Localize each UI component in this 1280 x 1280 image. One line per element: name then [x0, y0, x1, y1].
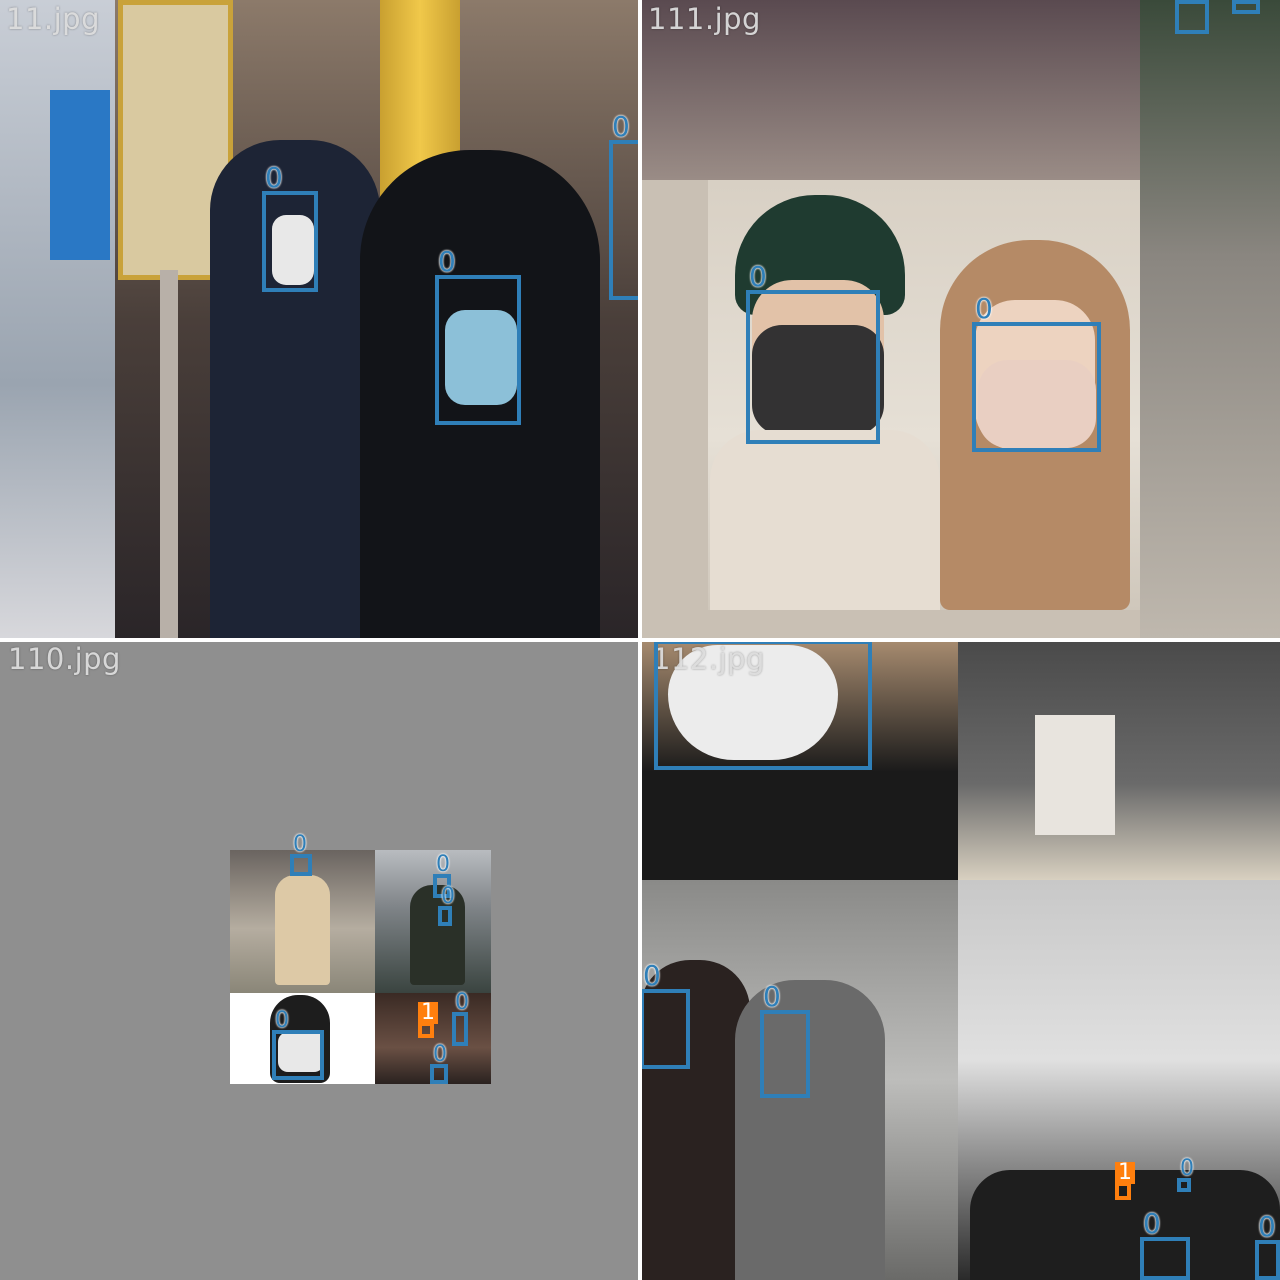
mosaic-tile-112: 112.jpg 0 0 0 1 0 0 0	[640, 640, 1280, 1280]
sign-pole	[160, 270, 178, 640]
quad-top-right	[958, 640, 1280, 880]
right-strip	[1140, 0, 1280, 640]
detection-box: 0	[430, 1044, 448, 1084]
detection-box: 0	[1177, 1158, 1194, 1192]
detection-label: 0	[643, 959, 661, 992]
detection-label: 0	[441, 884, 455, 909]
detection-label: 0	[1258, 1210, 1276, 1243]
tile-filename: 110.jpg	[8, 642, 121, 676]
detection-label: 0	[265, 161, 283, 194]
detection-box: 0	[1255, 1212, 1280, 1280]
woman-right	[735, 980, 885, 1280]
detection-label: 0	[438, 245, 456, 278]
tile-divider-horizontal	[0, 638, 1280, 642]
detection-label: 1	[1115, 1162, 1135, 1184]
detection-box: 0	[272, 1010, 324, 1080]
detection-box: 0	[438, 886, 455, 926]
detection-box: 0	[1232, 0, 1260, 14]
detection-label: 0	[1180, 1156, 1194, 1181]
detection-box: 0	[760, 982, 810, 1098]
boy-shirt	[710, 430, 940, 610]
blue-panel	[50, 90, 110, 260]
mini-photo-2-person	[410, 885, 465, 985]
detection-box-no-mask: 1	[418, 1002, 438, 1038]
tile-filename: 112.jpg	[652, 642, 765, 676]
mosaic-tile-111: 111.jpg 0 0 0 0	[640, 0, 1280, 640]
detection-box: 0	[609, 112, 640, 300]
detection-label: 0	[975, 292, 993, 325]
detection-label: 0	[433, 1042, 447, 1067]
detection-box: 0	[654, 640, 872, 770]
detection-box-no-mask: 1	[1115, 1162, 1135, 1200]
detection-label: 0	[612, 110, 630, 143]
detection-box: 0	[452, 992, 469, 1046]
mosaic-tile-11: 11.jpg 0 0 0	[0, 0, 640, 640]
shopping-bag	[1035, 715, 1115, 835]
mini-photo-1-person	[275, 875, 330, 985]
woman-mask	[978, 360, 1096, 448]
respirator	[668, 645, 838, 760]
detection-box: 0	[640, 961, 690, 1069]
face-mask-white	[272, 215, 314, 285]
detection-label: 0	[455, 990, 469, 1015]
detection-label: 0	[749, 260, 767, 293]
detection-label: 0	[436, 852, 450, 877]
detection-label: 0	[293, 832, 307, 857]
detection-label: 0	[275, 1008, 289, 1033]
detection-label: 1	[418, 1002, 438, 1024]
tile-filename: 11.jpg	[6, 2, 100, 36]
detection-box: 0	[1175, 0, 1209, 34]
mini-photo-3-mask	[278, 1032, 324, 1072]
woman-left	[640, 960, 750, 1280]
detection-box: 0	[290, 834, 312, 876]
detection-label: 0	[1143, 1207, 1161, 1240]
detection-box: 0	[1140, 1209, 1190, 1280]
detection-label: 0	[763, 980, 781, 1013]
boy-mask	[752, 325, 884, 435]
detection-box: 0	[746, 262, 880, 444]
mosaic-tile-110: 110.jpg 0 0 0 0 0 1 0	[0, 640, 640, 1280]
crowd-heads	[970, 1170, 1280, 1280]
detection-box: 0	[435, 247, 521, 425]
detection-box: 0	[972, 294, 1101, 452]
detection-box: 0	[262, 163, 318, 292]
face-mask-blue	[445, 310, 517, 405]
tile-filename: 111.jpg	[648, 2, 761, 36]
detection-box: 0	[433, 854, 451, 898]
